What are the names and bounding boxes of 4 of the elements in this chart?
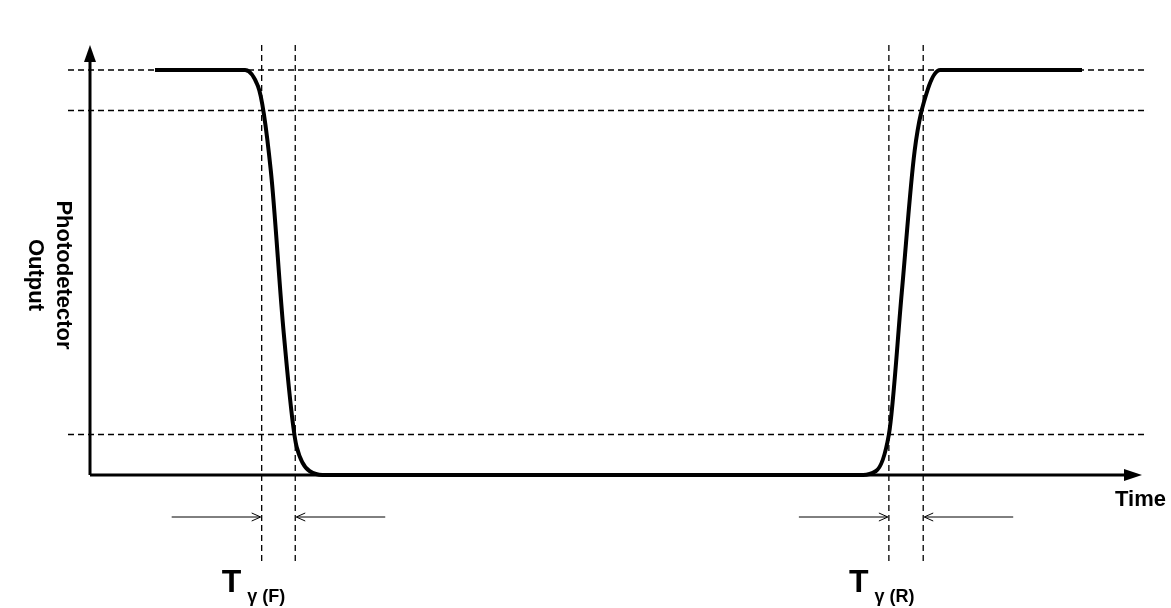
y-axis-title: Photodetector Output (24, 200, 77, 350)
text: T$_{γ (R)}$ (848, 563, 915, 606)
text: T$_{γ (F)}$ (221, 563, 286, 606)
x-axis-title: Time (1115, 486, 1166, 511)
